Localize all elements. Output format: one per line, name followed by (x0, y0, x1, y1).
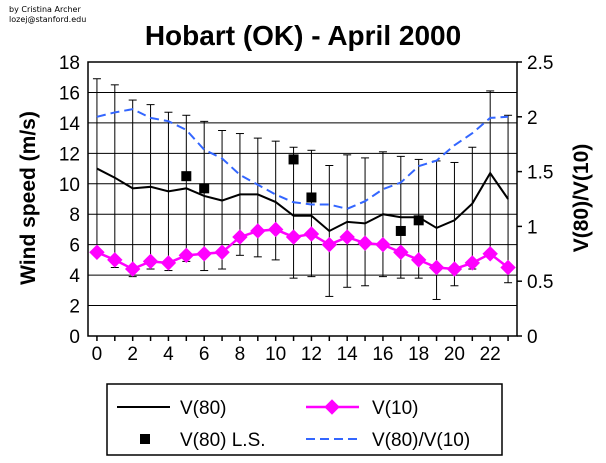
v80-ls-point (288, 154, 299, 165)
v10-point (107, 252, 123, 268)
y2-tick-label: 1 (527, 217, 538, 238)
credit-line-1: by Cristina Archer (9, 5, 81, 14)
v10-series-line (96, 228, 509, 271)
y2-tick-label: 1.5 (527, 163, 553, 184)
v10-point (142, 253, 159, 270)
v10-point (89, 244, 105, 260)
y-axis-label: Wind speed (m/s) (17, 111, 40, 285)
v10-point (285, 229, 302, 245)
x-tick-label: 0 (92, 344, 103, 365)
y2-tick-label: 2 (527, 108, 538, 129)
x-tick-label: 22 (480, 344, 501, 365)
chart-title: Hobart (OK) - April 2000 (145, 20, 461, 51)
legend-v80-label: V(80) (180, 398, 226, 419)
x-tick-label: 20 (444, 344, 465, 365)
y-tick-label: 2 (69, 297, 80, 318)
v10-point (428, 259, 445, 276)
v10-point (124, 261, 141, 277)
y-tick-label: 14 (59, 114, 81, 135)
v80-series-line (96, 167, 509, 233)
legend-v10-marker (324, 399, 340, 415)
v10-point (214, 244, 230, 260)
v10-point (303, 226, 320, 242)
y-tick-label: 8 (69, 205, 80, 226)
v10-point (357, 235, 373, 251)
v10-point (250, 223, 266, 239)
v80-ls-point (395, 225, 406, 236)
x-tick-label: 8 (235, 344, 246, 365)
v10-point (446, 261, 463, 277)
y2-tick-label: 2.5 (527, 53, 553, 74)
legend-ratio-label: V(80)/V(10) (372, 430, 470, 451)
x-tick-label: 18 (408, 344, 429, 365)
v10-point (232, 229, 248, 245)
v10-point (267, 221, 284, 238)
x-tick-label: 12 (301, 344, 322, 365)
v10-point (178, 247, 195, 264)
v10-point (500, 259, 516, 276)
credit-line-2: lozej@stanford.edu (9, 15, 86, 24)
y-tick-label: 16 (59, 83, 80, 104)
axis-ticks: 0 2 4 6 8 10 12 14 16 18 0 0.5 1 1.5 2 2.5 0 2 4 6 8 10 12 14 16… (59, 53, 554, 365)
v10-point (339, 229, 355, 245)
y-tick-label: 10 (59, 175, 80, 196)
x-tick-label: 14 (337, 344, 359, 365)
legend-ls-marker (140, 434, 150, 444)
y-tick-label: 12 (59, 144, 80, 165)
v80-ls-point (181, 171, 192, 182)
y2-tick-label: 0.5 (527, 272, 553, 293)
legend: V(80) V(10) V(80) L.S. V(80)/V(10) (106, 383, 503, 456)
v10-point (393, 244, 409, 260)
v10-point (375, 236, 391, 253)
series-group (89, 108, 516, 277)
x-tick-label: 6 (199, 344, 210, 365)
legend-ls-label: V(80) L.S. (180, 430, 266, 451)
x-tick-label: 4 (163, 344, 174, 365)
v10-point (160, 255, 177, 271)
plot-area (87, 61, 518, 337)
legend-v10-label: V(10) (372, 398, 418, 419)
v10-point (464, 255, 481, 271)
grid-lines (88, 61, 517, 337)
y2-axis-label: V(80)/V(10) (570, 144, 593, 253)
v80-ls-point (413, 215, 424, 226)
v80-ls-point (306, 192, 317, 203)
x-tick-label: 10 (265, 344, 286, 365)
legend-box (106, 383, 503, 456)
v10-point (410, 252, 427, 268)
ratio-series-line (96, 108, 509, 210)
x-tick-label: 16 (372, 344, 393, 365)
v10-point (321, 236, 338, 253)
v10-point (196, 246, 212, 262)
y-tick-label: 6 (69, 236, 80, 257)
v10-point (482, 246, 498, 262)
y-tick-label: 18 (59, 53, 80, 74)
v80-ls-point (199, 183, 210, 194)
y-tick-label: 4 (69, 266, 80, 287)
y-tick-label: 0 (69, 327, 80, 348)
x-tick-label: 2 (127, 344, 138, 365)
y2-tick-label: 0 (527, 327, 538, 348)
